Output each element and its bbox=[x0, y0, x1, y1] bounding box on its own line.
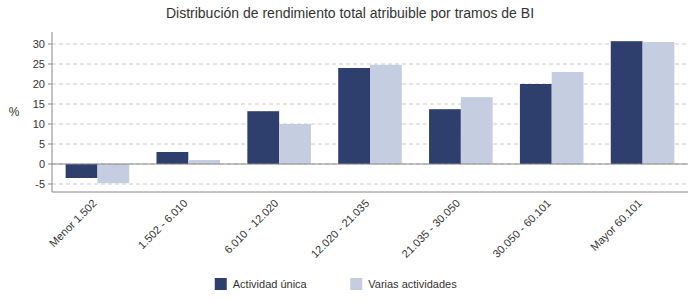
bar bbox=[370, 65, 402, 164]
x-tick-label: 6.010 - 12.020 bbox=[222, 197, 281, 256]
y-tick-label: 5 bbox=[39, 138, 45, 150]
bar bbox=[338, 68, 370, 164]
x-tick-label: Menor 1.502 bbox=[47, 197, 99, 249]
x-axis-line bbox=[52, 192, 688, 193]
bar bbox=[97, 164, 129, 183]
bar bbox=[461, 97, 493, 164]
legend-label: Actividad única bbox=[233, 278, 308, 290]
x-tick-label: 12.020 - 21.035 bbox=[308, 197, 371, 260]
bar bbox=[520, 84, 552, 164]
bar bbox=[66, 164, 98, 178]
bar bbox=[643, 42, 675, 164]
title: Distribución de rendimiento total atribu… bbox=[166, 5, 534, 21]
bars bbox=[66, 41, 675, 183]
y-tick bbox=[48, 124, 52, 125]
x-tick-label: 21.035 - 30.050 bbox=[399, 197, 462, 260]
chart-container: Distribución de rendimiento total atribu… bbox=[0, 0, 700, 300]
y-tick bbox=[48, 164, 52, 165]
zero-line bbox=[52, 164, 688, 165]
x-tick-label: 30.050 - 60.101 bbox=[490, 197, 553, 260]
x-tick-label: Mayor 60.101 bbox=[588, 197, 644, 253]
bar bbox=[429, 109, 461, 164]
grid-line bbox=[52, 64, 688, 65]
legend-swatch bbox=[350, 278, 362, 290]
y-axis-label: % bbox=[9, 105, 20, 119]
grid-line bbox=[52, 184, 688, 185]
y-tick bbox=[48, 84, 52, 85]
chart-svg: Distribución de rendimiento total atribu… bbox=[0, 0, 700, 300]
bar bbox=[188, 160, 220, 164]
bar bbox=[552, 72, 584, 164]
x-tick-label: 1.502 - 6.010 bbox=[135, 197, 189, 251]
y-tick-label: 20 bbox=[33, 78, 45, 90]
y-tick bbox=[48, 64, 52, 65]
y-axis-line bbox=[52, 32, 53, 192]
y-tick bbox=[48, 104, 52, 105]
y-tick bbox=[48, 184, 52, 185]
grid-line bbox=[52, 44, 688, 45]
y-tick-label: 15 bbox=[33, 98, 45, 110]
bar bbox=[247, 111, 279, 164]
y-tick-label: 30 bbox=[33, 38, 45, 50]
y-tick bbox=[48, 144, 52, 145]
grid bbox=[52, 44, 688, 184]
y-tick-label: 0 bbox=[39, 158, 45, 170]
y-tick-label: 10 bbox=[33, 118, 45, 130]
bar bbox=[279, 124, 311, 164]
y-tick bbox=[48, 44, 52, 45]
legend-label: Varias actividades bbox=[368, 278, 457, 290]
y-tick-label: -5 bbox=[35, 178, 45, 190]
bar bbox=[156, 152, 188, 164]
y-tick-label: 25 bbox=[33, 58, 45, 70]
grid-line bbox=[52, 164, 688, 165]
bar bbox=[611, 41, 643, 164]
legend: Actividad única Varias actividades bbox=[215, 278, 457, 290]
legend-swatch bbox=[215, 278, 227, 290]
